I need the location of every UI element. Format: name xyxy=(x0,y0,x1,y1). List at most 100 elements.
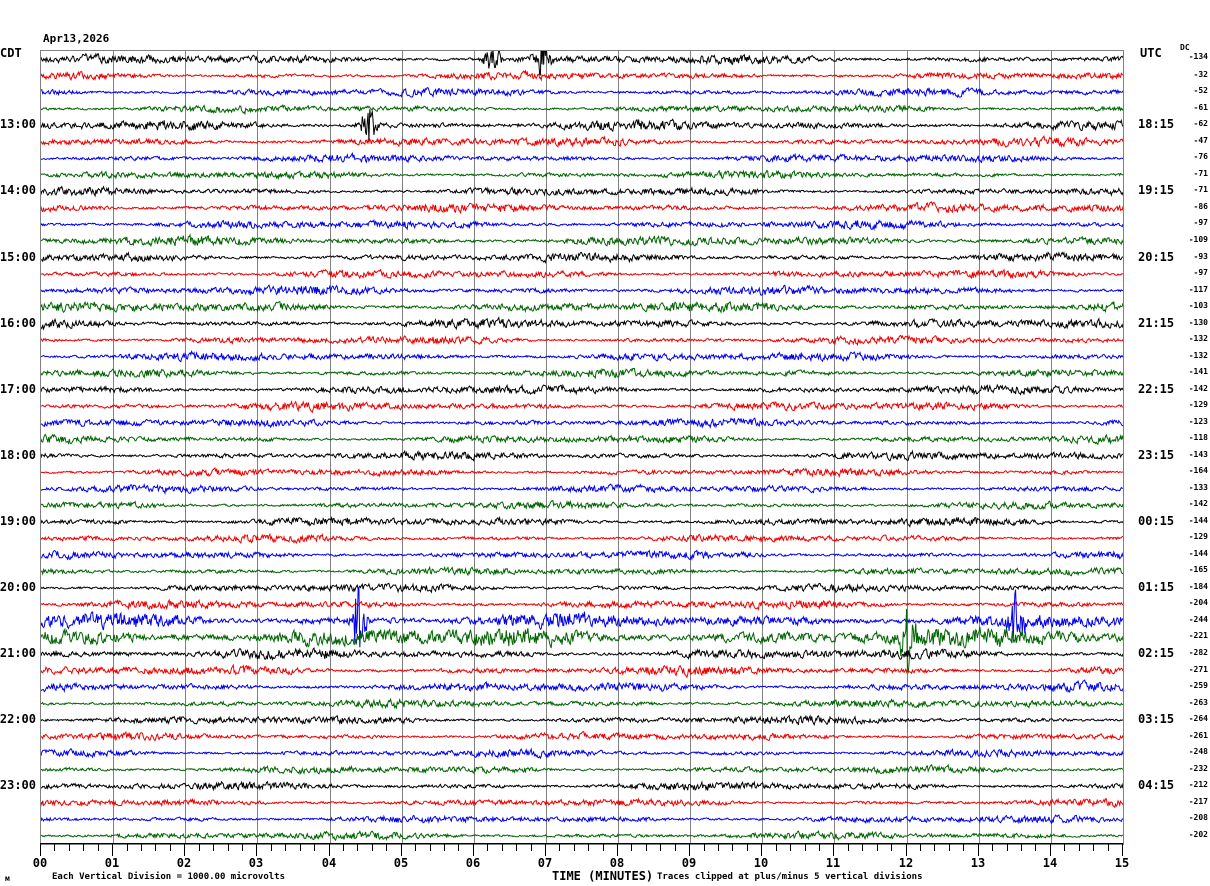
x-tick-label-15: 15 xyxy=(1114,856,1130,870)
utc-time-label-2215: 22:15 xyxy=(1138,381,1175,396)
x-tick-minor-6-3 xyxy=(516,843,517,851)
header-date: Apr13,2026 xyxy=(43,32,110,45)
cdt-time-label-1600: 16:00 xyxy=(0,315,36,330)
x-tick-label-09: 09 xyxy=(681,856,697,870)
trace-row-13 xyxy=(41,268,1123,280)
x-tick-label-04: 04 xyxy=(321,856,337,870)
x-tick-major-0 xyxy=(40,843,41,856)
trace-row-11 xyxy=(41,233,1123,248)
dc-value-row-30: -144 xyxy=(1188,548,1208,558)
dc-value-row-35: -221 xyxy=(1188,631,1208,641)
x-tick-label-02: 02 xyxy=(176,856,192,870)
x-tick-minor-12-2 xyxy=(934,843,935,851)
clip-note: Traces clipped at plus/minus 5 vertical … xyxy=(657,872,923,882)
trace-row-1 xyxy=(41,69,1123,82)
dc-value-row-43: -232 xyxy=(1188,763,1208,773)
x-tick-major-7 xyxy=(545,843,546,856)
dc-value-row-32: -184 xyxy=(1188,581,1208,591)
cdt-time-label-2000: 20:00 xyxy=(0,579,36,594)
dc-value-row-3: -61 xyxy=(1193,102,1208,112)
x-tick-minor-8-1 xyxy=(631,843,632,851)
cdt-time-label-2200: 22:00 xyxy=(0,712,36,727)
utc-time-label-1915: 19:15 xyxy=(1138,183,1175,198)
trace-row-20 xyxy=(41,383,1123,396)
trace-row-3 xyxy=(41,103,1123,116)
x-tick-minor-2-4 xyxy=(242,843,243,851)
trace-row-38 xyxy=(41,679,1123,694)
dc-value-row-5: -47 xyxy=(1193,135,1208,145)
cdt-axis-label: CDT xyxy=(0,46,22,60)
trace-row-41 xyxy=(41,730,1123,742)
cdt-time-label-1500: 15:00 xyxy=(0,249,36,264)
dc-value-row-24: -143 xyxy=(1188,449,1208,459)
x-tick-minor-0-4 xyxy=(98,843,99,851)
trace-row-16 xyxy=(41,316,1123,331)
trace-row-40 xyxy=(41,714,1123,727)
trace-row-5 xyxy=(41,135,1123,149)
x-tick-minor-6-4 xyxy=(531,843,532,851)
trace-row-30 xyxy=(41,549,1123,561)
trace-row-28 xyxy=(41,515,1123,528)
trace-row-42 xyxy=(41,747,1123,760)
trace-row-37 xyxy=(41,663,1123,679)
x-tick-minor-5-4 xyxy=(458,843,459,851)
trace-row-14 xyxy=(41,284,1123,297)
x-tick-minor-12-4 xyxy=(963,843,964,851)
trace-row-18 xyxy=(41,350,1123,363)
cdt-time-label-2300: 23:00 xyxy=(0,778,36,793)
trace-row-45 xyxy=(41,797,1123,809)
utc-time-label-2015: 20:15 xyxy=(1138,249,1175,264)
utc-time-label-0115: 01:15 xyxy=(1138,579,1175,594)
x-tick-minor-13-1 xyxy=(992,843,993,851)
trace-row-15 xyxy=(41,300,1123,314)
x-tick-minor-4-1 xyxy=(343,843,344,851)
x-tick-label-01: 01 xyxy=(104,856,120,870)
x-tick-major-14 xyxy=(1050,843,1051,856)
x-tick-minor-5-3 xyxy=(444,843,445,851)
x-tick-label-07: 07 xyxy=(537,856,553,870)
dc-value-row-40: -264 xyxy=(1188,714,1208,724)
x-tick-minor-3-1 xyxy=(271,843,272,851)
x-tick-major-10 xyxy=(761,843,762,856)
trace-row-33 xyxy=(41,598,1123,611)
x-tick-major-8 xyxy=(617,843,618,856)
utc-axis-label: UTC xyxy=(1140,46,1162,60)
x-tick-major-13 xyxy=(978,843,979,856)
trace-row-9 xyxy=(41,201,1123,214)
trace-row-19 xyxy=(41,367,1123,380)
x-tick-minor-11-1 xyxy=(848,843,849,851)
dc-value-row-14: -117 xyxy=(1188,284,1208,294)
utc-time-label-0015: 00:15 xyxy=(1138,513,1175,528)
x-tick-minor-2-1 xyxy=(199,843,200,851)
utc-time-label-0215: 02:15 xyxy=(1138,646,1175,660)
x-tick-minor-11-2 xyxy=(862,843,863,851)
x-tick-label-11: 11 xyxy=(825,856,841,870)
trace-row-2 xyxy=(41,86,1123,99)
x-tick-minor-13-3 xyxy=(1021,843,1022,851)
x-tick-label-14: 14 xyxy=(1042,856,1058,870)
x-tick-major-2 xyxy=(184,843,185,856)
dc-value-row-33: -204 xyxy=(1188,598,1208,608)
seismogram-plot[interactable] xyxy=(40,50,1124,845)
x-tick-minor-2-2 xyxy=(213,843,214,851)
trace-row-32 xyxy=(41,582,1123,594)
x-tick-major-6 xyxy=(473,843,474,856)
dc-value-row-27: -142 xyxy=(1188,499,1208,509)
dc-value-row-37: -271 xyxy=(1188,664,1208,674)
dc-value-row-44: -212 xyxy=(1188,780,1208,790)
x-tick-minor-14-1 xyxy=(1064,843,1065,851)
dc-value-row-46: -208 xyxy=(1188,813,1208,823)
x-tick-minor-0-1 xyxy=(54,843,55,851)
x-axis-line xyxy=(40,843,1122,844)
dc-value-row-19: -141 xyxy=(1188,367,1208,377)
x-tick-major-15 xyxy=(1122,843,1123,856)
x-tick-minor-5-1 xyxy=(415,843,416,851)
dc-value-row-42: -248 xyxy=(1188,747,1208,757)
trace-row-39 xyxy=(41,697,1123,710)
dc-value-row-9: -86 xyxy=(1193,201,1208,211)
x-tick-major-1 xyxy=(112,843,113,856)
x-tick-minor-14-4 xyxy=(1108,843,1109,851)
dc-value-row-2: -52 xyxy=(1193,86,1208,96)
corner-glyph: м xyxy=(5,874,10,883)
trace-row-29 xyxy=(41,532,1123,544)
